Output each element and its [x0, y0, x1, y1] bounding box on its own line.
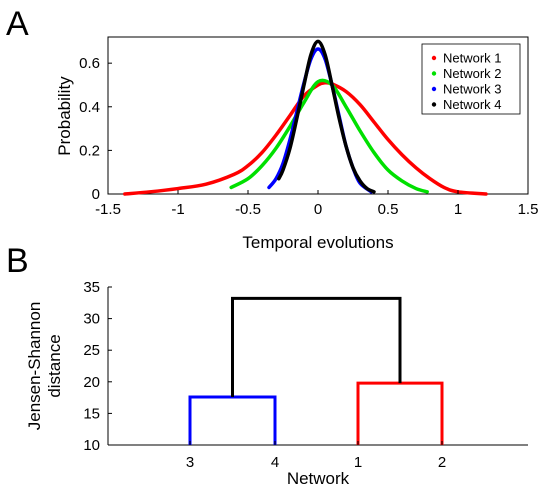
legend-box [421, 43, 521, 115]
x-tick-label-a: -0.5 [235, 201, 261, 218]
density-curves [123, 39, 488, 196]
x-axis-label-a: Temporal evolutions [242, 233, 393, 252]
panel-a-density-plot: 0 0.2 0.4 0.6 -1.5 -1 -0.5 0 0.5 1 1.5 Temporal e… [55, 36, 538, 252]
x-tick-label-a: 0.5 [378, 201, 399, 218]
legend-marker [431, 102, 437, 107]
x-tick-label-a: 1 [454, 201, 462, 218]
cluster-link-root [231, 296, 402, 397]
y-axis-label-b-line2: distance [45, 334, 64, 397]
x-ticks-a: -1.5 -1 -0.5 0 0.5 1 1.5 [95, 190, 538, 218]
legend-label: Network 3 [443, 82, 502, 97]
x-tick-label-a: 0 [314, 201, 322, 218]
legend-marker [431, 71, 437, 76]
y-tick-label-b: 10 [83, 437, 100, 454]
y-ticks-a: 0 0.2 0.4 0.6 [79, 55, 112, 203]
cluster-link-1-2 [356, 381, 444, 445]
y-axis-label-a: Probability [55, 76, 74, 156]
panel-label-a: A [6, 5, 29, 43]
y-tick-label-a: 0.2 [79, 142, 100, 159]
x-tick-label-a: 1.5 [518, 201, 539, 218]
panel-label-b: B [6, 242, 29, 280]
leaf-label: 2 [438, 454, 446, 471]
legend-marker [431, 55, 437, 61]
dendrogram-links [188, 296, 444, 445]
panel-b-dendrogram: 10 15 20 25 30 35 3 4 1 2 Network Jensen-Shannon… [25, 279, 528, 488]
x-tick-label-a: -1.5 [95, 201, 121, 218]
y-ticks-b: 10 15 20 25 30 35 [83, 279, 112, 454]
y-axis-label-b-line1: Jensen-Shannon [25, 302, 44, 431]
legend-label: Network 2 [443, 66, 502, 81]
leaf-label: 3 [186, 454, 194, 471]
leaf-label: 4 [271, 454, 279, 471]
series-line-network-4 [277, 39, 376, 194]
legend-label: Network 4 [443, 97, 502, 112]
cluster-link-3-4 [188, 395, 277, 445]
legend-label: Network 1 [443, 51, 502, 66]
y-tick-label-b: 15 [83, 405, 100, 422]
series-line-network-1 [123, 80, 488, 196]
legend-marker [431, 86, 437, 92]
leaf-labels: 3 4 1 2 [186, 441, 446, 471]
y-tick-label-a: 0.6 [79, 55, 100, 72]
series-line-network-2 [229, 78, 429, 194]
y-tick-label-a: 0 [92, 186, 100, 203]
leaf-label: 1 [354, 454, 362, 471]
y-tick-label-b: 20 [83, 374, 100, 391]
y-tick-label-b: 35 [83, 279, 100, 296]
y-tick-label-b: 25 [83, 342, 100, 359]
y-tick-label-a: 0.4 [79, 99, 100, 116]
x-tick-label-a: -1 [171, 201, 184, 218]
y-tick-label-b: 30 [83, 311, 100, 328]
x-axis-label-b: Network [287, 469, 350, 488]
